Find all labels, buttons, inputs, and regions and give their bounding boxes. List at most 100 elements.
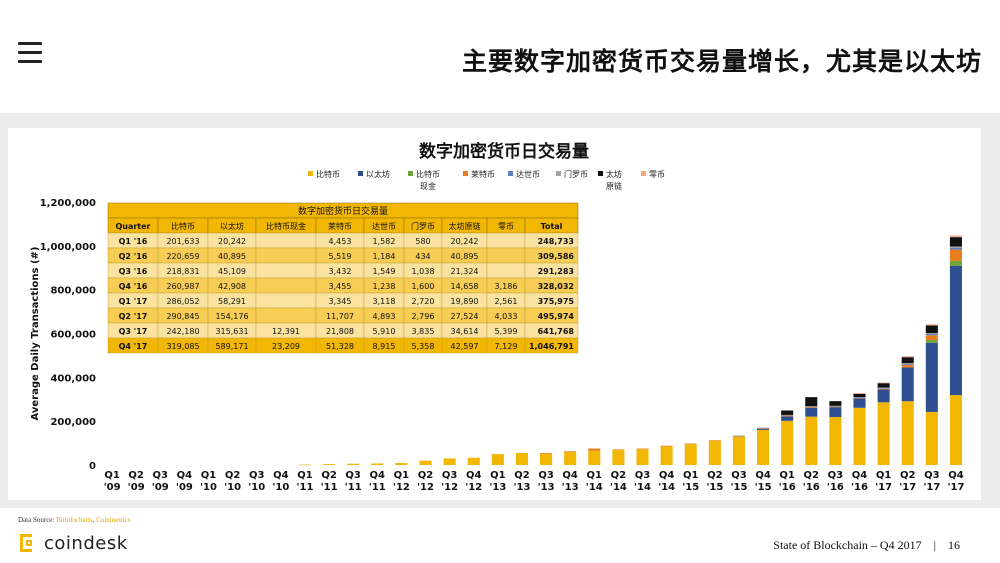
source-link-coinmetrics[interactable]: Coinmetrics xyxy=(96,516,131,524)
table-cell-text-7-7: 42,597 xyxy=(451,342,479,351)
legend-label-1: 以太坊 xyxy=(366,169,390,179)
table-cell-text-1-5: 1,184 xyxy=(373,252,396,261)
bar-34-series-7 xyxy=(925,324,938,326)
legend-label-0: 比特币 xyxy=(316,169,340,179)
data-source-note: Data Source: Bitinfocharts, Coinmetrics xyxy=(18,516,130,524)
page-headline: 主要数字加密货币交易量增长，尤其是以太坊 xyxy=(461,47,982,76)
x-tick-label-21: Q2 xyxy=(611,470,627,481)
table-cell-text-3-5: 1,238 xyxy=(373,282,396,291)
x-tick-label-11-year: '11 xyxy=(369,482,386,493)
y-tick-label-1: 200,000 xyxy=(50,417,96,428)
x-tick-label-33-year: '17 xyxy=(899,482,916,493)
table-cell-3-3 xyxy=(255,277,317,294)
table-cell-text-0-0: Q1 '16 xyxy=(119,237,148,246)
bar-35-series-1 xyxy=(949,265,962,396)
table-cell-text-6-0: Q3 '17 xyxy=(119,327,148,336)
table-title: 数字加密货币日交易量 xyxy=(298,205,388,217)
x-tick-label-28-year: '16 xyxy=(779,482,796,493)
top-bar: 主要数字加密货币交易量增长，尤其是以太坊 xyxy=(0,0,1000,113)
bar-31-series-4 xyxy=(853,397,866,398)
table-cell-text-0-5: 1,582 xyxy=(373,237,396,246)
table-cell-7-9 xyxy=(524,337,579,354)
x-tick-label-30-year: '16 xyxy=(827,482,844,493)
table-cell-text-5-6: 2,796 xyxy=(412,312,435,321)
table-cell-text-1-1: 220,659 xyxy=(166,252,199,261)
x-tick-label-24-year: '15 xyxy=(682,482,699,493)
x-tick-label-32-year: '17 xyxy=(875,482,892,493)
bar-18-series-3 xyxy=(540,452,553,454)
x-tick-label-33: Q2 xyxy=(900,470,916,481)
bar-27-series-3 xyxy=(757,427,770,429)
bar-30-series-5 xyxy=(829,405,842,407)
table-cell-4-3 xyxy=(255,292,317,309)
bar-17-series-0 xyxy=(515,452,528,465)
legend-label-5: 门罗币 xyxy=(564,169,588,179)
bar-16-series-0 xyxy=(491,454,504,465)
bar-29-series-3 xyxy=(805,406,818,408)
x-tick-label-20: Q1 xyxy=(587,470,603,481)
bar-29-series-1 xyxy=(805,407,818,417)
bar-34-series-1 xyxy=(925,342,938,412)
y-tick-label-4: 800,000 xyxy=(50,286,96,297)
table-header-5: 达世币 xyxy=(372,221,396,231)
x-tick-label-24: Q1 xyxy=(683,470,699,481)
x-tick-label-11: Q4 xyxy=(370,470,386,481)
table-cell-text-0-7: 20,242 xyxy=(451,237,479,246)
bar-28-series-3 xyxy=(781,415,794,417)
footer-report-info: State of Blockchain – Q4 2017 | 16 xyxy=(773,538,960,553)
table-header-8: 零币 xyxy=(498,222,514,231)
bar-32-series-4 xyxy=(877,388,890,389)
bar-15-series-0 xyxy=(467,457,480,465)
table-cell-text-1-9: 309,586 xyxy=(538,252,575,261)
table-cell-text-6-2: 315,631 xyxy=(215,327,248,336)
bar-25-series-0 xyxy=(708,440,721,465)
y-tick-label-0: 0 xyxy=(89,461,96,472)
table-cell-text-6-4: 21,808 xyxy=(326,327,354,336)
x-tick-label-16: Q1 xyxy=(490,470,506,481)
legend-swatch-7 xyxy=(641,171,646,176)
table-cell-text-3-0: Q4 '16 xyxy=(119,282,148,291)
bar-34-series-3 xyxy=(925,335,938,341)
source-link-bitinfocharts[interactable]: Bitinfocharts xyxy=(56,516,93,524)
bar-20-series-3 xyxy=(588,448,601,451)
x-tick-label-15: Q4 xyxy=(466,470,482,481)
x-tick-label-25: Q2 xyxy=(707,470,723,481)
x-tick-label-27: Q4 xyxy=(755,470,771,481)
legend-swatch-6 xyxy=(598,171,603,176)
x-tick-label-7: Q4 xyxy=(273,470,289,481)
bar-35-series-4 xyxy=(949,247,962,250)
y-tick-label-3: 600,000 xyxy=(50,330,96,341)
table-cell-text-4-6: 2,720 xyxy=(412,297,435,306)
bar-34-series-0 xyxy=(925,411,938,465)
x-tick-label-9-year: '11 xyxy=(321,482,338,493)
table-cell-text-3-2: 42,908 xyxy=(218,282,246,291)
table-cell-text-1-7: 40,895 xyxy=(451,252,479,261)
x-tick-label-6-year: '10 xyxy=(248,482,265,493)
x-tick-label-35: Q4 xyxy=(948,470,964,481)
table-cell-text-5-4: 11,707 xyxy=(326,312,354,321)
table-cell-text-7-4: 51,328 xyxy=(326,342,354,351)
table-cell-text-1-6: 434 xyxy=(415,252,430,261)
footer-separator: | xyxy=(933,538,936,552)
bar-35-series-7 xyxy=(949,235,962,238)
table-cell-text-4-5: 3,118 xyxy=(373,297,396,306)
bar-27-series-0 xyxy=(757,429,770,465)
bar-28-series-6 xyxy=(781,410,794,415)
table-cell-text-4-1: 286,052 xyxy=(166,297,199,306)
bar-28-series-5 xyxy=(781,414,794,416)
table-cell-1-3 xyxy=(255,247,317,264)
chart-title: 数字加密货币日交易量 xyxy=(419,141,589,162)
bar-26-series-5 xyxy=(732,435,745,437)
bar-14-series-0 xyxy=(443,458,456,465)
bar-34-series-6 xyxy=(925,325,938,334)
legend-swatch-0 xyxy=(308,171,313,176)
bar-19-series-3 xyxy=(564,451,577,452)
legend-swatch-3 xyxy=(463,171,468,176)
bar-23-series-0 xyxy=(660,446,673,465)
x-tick-label-8-year: '11 xyxy=(296,482,313,493)
table-cell-text-3-4: 3,455 xyxy=(329,282,352,291)
hamburger-menu-icon[interactable] xyxy=(18,42,42,64)
x-tick-label-10: Q3 xyxy=(345,470,361,481)
bar-19-series-0 xyxy=(564,451,577,465)
